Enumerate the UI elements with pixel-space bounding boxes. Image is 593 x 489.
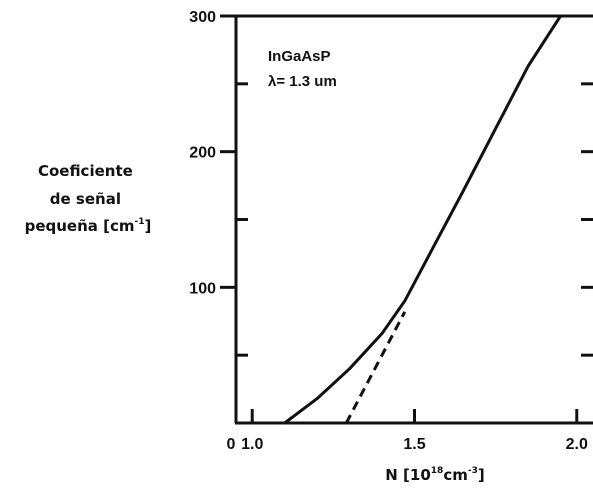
y-tick-label-0: 100 xyxy=(189,280,216,297)
x-tick-label-0: 1.0 xyxy=(241,436,263,453)
x-axis-title-prefix: N [10 xyxy=(385,466,431,484)
y-axis-title-sup: -1 xyxy=(135,217,145,227)
x-axis-title: N [1018cm-3] xyxy=(385,466,484,484)
y-tick-label-2: 300 xyxy=(189,9,216,26)
y-axis-title: Coeficiente de señal pequeña [cm-1] xyxy=(25,162,152,235)
y-axis-title-line2: de señal xyxy=(50,190,121,208)
y-tick-label-1: 200 xyxy=(189,145,216,162)
annotation-wavelength: λ= 1.3 um xyxy=(268,73,337,90)
y-axis-title-line3: pequeña [cm xyxy=(25,217,135,235)
annotation-material: InGaAsP xyxy=(268,48,331,65)
x-axis-title-suffix: ] xyxy=(478,466,485,484)
x-axis-title-sup1: 18 xyxy=(431,466,444,476)
origin-label: 0 xyxy=(227,436,236,453)
x-tick-label-2: 2.0 xyxy=(566,436,588,453)
series-solid-line xyxy=(283,14,569,425)
x-tick-label-1: 1.5 xyxy=(403,436,425,453)
x-axis-title-sup2: -3 xyxy=(468,466,478,476)
series-dashed-line xyxy=(344,311,407,424)
x-axis-title-mid: cm xyxy=(443,466,468,484)
y-axis-title-suffix: ] xyxy=(145,217,152,235)
y-axis-title-line1: Coeficiente xyxy=(38,162,133,180)
